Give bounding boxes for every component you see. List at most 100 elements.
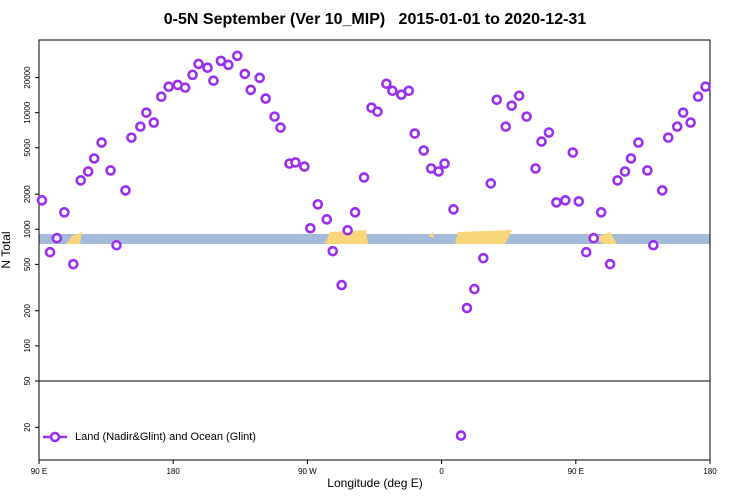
point	[51, 232, 63, 244]
point	[604, 258, 616, 270]
point	[642, 165, 653, 176]
point	[573, 196, 585, 207]
point	[685, 117, 696, 128]
chart-title: 0-5N September (Ver 10_MIP) 2015-01-01 t…	[164, 11, 587, 28]
point	[381, 78, 392, 90]
point	[543, 127, 555, 138]
ocean-band	[39, 234, 710, 244]
point	[692, 91, 704, 103]
y-tick-label: 100	[23, 339, 32, 353]
point	[126, 132, 137, 143]
point	[312, 199, 324, 210]
point	[418, 145, 430, 156]
point	[36, 195, 48, 206]
point	[290, 157, 301, 168]
point	[536, 136, 547, 147]
point	[275, 122, 286, 133]
point	[193, 58, 204, 70]
point	[656, 185, 668, 196]
point	[321, 214, 333, 225]
y-tick-label: 20000	[23, 66, 32, 89]
point	[560, 195, 571, 206]
y-tick-label: 5000	[23, 138, 32, 156]
y-tick-label: 50	[23, 376, 32, 385]
point	[478, 252, 489, 264]
point	[358, 172, 370, 183]
point	[82, 166, 94, 177]
point	[135, 121, 146, 132]
point	[633, 137, 644, 148]
point	[567, 147, 579, 158]
y-tick-label: 500	[23, 257, 32, 271]
legend-marker	[49, 431, 61, 443]
y-tick-label: 1000	[23, 220, 32, 238]
y-tick-label: 20	[23, 422, 32, 431]
x-tick-label: 0	[439, 467, 444, 476]
point	[141, 107, 152, 118]
point	[387, 85, 398, 97]
point	[342, 224, 353, 236]
point	[44, 246, 56, 258]
point	[208, 75, 219, 87]
point	[327, 245, 339, 257]
point	[75, 175, 87, 186]
point	[580, 246, 592, 258]
point	[513, 90, 525, 102]
point	[254, 72, 265, 84]
y-tick-label: 2000	[23, 185, 32, 203]
point	[372, 106, 383, 117]
point	[179, 82, 191, 93]
x-tick-label: 90 E	[568, 467, 584, 476]
point	[648, 239, 659, 251]
land-patch	[455, 230, 512, 244]
land-patch	[325, 230, 368, 244]
point	[625, 153, 637, 164]
point	[521, 111, 532, 122]
point	[163, 81, 175, 93]
point	[485, 178, 497, 189]
x-tick-label: 90 E	[31, 467, 47, 476]
point	[439, 158, 450, 169]
legend-label: Land (Nadir&Glint) and Ocean (Glint)	[75, 431, 256, 443]
point	[461, 302, 473, 314]
land-ocean-strip	[39, 230, 710, 244]
point	[59, 207, 70, 218]
point	[530, 163, 541, 174]
point	[120, 185, 131, 196]
point	[232, 50, 243, 62]
point	[612, 175, 623, 186]
point	[677, 107, 689, 118]
point	[403, 85, 415, 97]
point	[299, 161, 310, 172]
point	[469, 283, 480, 295]
point	[500, 121, 512, 132]
point	[336, 279, 347, 291]
point	[448, 204, 459, 215]
point	[588, 232, 599, 244]
point	[202, 62, 213, 74]
point	[223, 59, 234, 71]
point	[409, 128, 421, 139]
x-axis-label: Longitude (deg E)	[327, 476, 422, 490]
point	[305, 222, 316, 234]
plot-frame	[38, 39, 711, 461]
point	[433, 166, 444, 177]
land-patch	[66, 232, 82, 244]
point	[187, 69, 198, 81]
x-tick-label: 180	[167, 467, 181, 476]
point	[239, 68, 251, 80]
point	[506, 100, 517, 111]
point	[260, 93, 271, 104]
y-tick-label: 10000	[23, 101, 32, 124]
point	[595, 207, 607, 218]
land-patch	[428, 232, 434, 238]
point	[551, 197, 562, 208]
y-axis-label: N Total	[0, 231, 13, 268]
point	[67, 258, 79, 270]
point	[700, 81, 711, 93]
point	[245, 84, 257, 96]
land-patch	[585, 232, 617, 244]
point	[96, 137, 107, 148]
point	[671, 121, 683, 132]
